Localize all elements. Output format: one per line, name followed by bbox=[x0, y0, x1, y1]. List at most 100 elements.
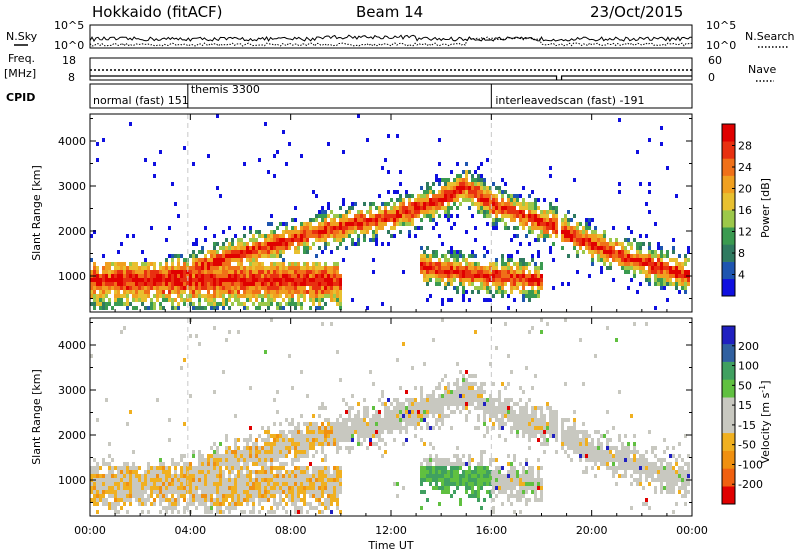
heatmap-cell bbox=[213, 266, 216, 270]
heatmap-cell bbox=[174, 498, 177, 502]
heatmap-cell bbox=[543, 218, 546, 222]
heatmap-cell bbox=[246, 258, 249, 262]
heatmap-cell bbox=[330, 210, 333, 214]
heatmap-cell bbox=[420, 266, 423, 270]
heatmap-cell bbox=[189, 474, 192, 478]
heatmap-cell bbox=[402, 406, 405, 410]
heatmap-cell bbox=[279, 294, 282, 298]
heatmap-cell bbox=[459, 466, 462, 470]
heatmap-cell bbox=[429, 270, 432, 274]
heatmap-cell bbox=[93, 466, 96, 470]
heatmap-cell bbox=[333, 486, 336, 490]
heatmap-cell bbox=[546, 230, 549, 234]
heatmap-cell bbox=[438, 410, 441, 414]
nsearch-label: N.Search bbox=[745, 30, 795, 43]
heatmap-cell bbox=[324, 482, 327, 486]
heatmap-cell bbox=[177, 478, 180, 482]
heatmap-cell bbox=[450, 478, 453, 482]
heatmap-cell bbox=[591, 454, 594, 458]
heatmap-cell bbox=[93, 458, 96, 462]
heatmap-cell bbox=[273, 474, 276, 478]
heatmap-cell bbox=[342, 258, 345, 262]
heatmap-cell bbox=[426, 466, 429, 470]
heatmap-cell bbox=[420, 418, 423, 422]
nave-label: Nave bbox=[748, 63, 776, 76]
heatmap-cell bbox=[615, 446, 618, 450]
heatmap-cell bbox=[237, 238, 240, 242]
heatmap-cell bbox=[120, 294, 123, 298]
heatmap-cell bbox=[492, 270, 495, 274]
heatmap-cell bbox=[603, 262, 606, 266]
heatmap-cell bbox=[294, 458, 297, 462]
heatmap-cell bbox=[372, 430, 375, 434]
heatmap-cell bbox=[471, 194, 474, 198]
heatmap-cell bbox=[492, 414, 495, 418]
heatmap-cell bbox=[135, 494, 138, 498]
heatmap-cell bbox=[177, 254, 180, 258]
heatmap-cell bbox=[207, 262, 210, 266]
heatmap-cell bbox=[303, 466, 306, 470]
heatmap-cell bbox=[270, 454, 273, 458]
heatmap-cell bbox=[483, 478, 486, 482]
heatmap-cell bbox=[450, 390, 453, 394]
heatmap-cell bbox=[237, 278, 240, 282]
heatmap-cell bbox=[321, 474, 324, 478]
heatmap-cell bbox=[129, 478, 132, 482]
heatmap-cell bbox=[267, 302, 270, 306]
heatmap-cell bbox=[582, 238, 585, 242]
heatmap-cell bbox=[192, 306, 195, 310]
y-tick-label: 4000 bbox=[58, 135, 86, 148]
heatmap-cell bbox=[120, 478, 123, 482]
heatmap-cell bbox=[255, 482, 258, 486]
heatmap-cell bbox=[141, 510, 144, 514]
heatmap-cell bbox=[660, 286, 663, 290]
heatmap-cell bbox=[624, 254, 627, 258]
heatmap-cell bbox=[528, 418, 531, 422]
heatmap-cell bbox=[483, 266, 486, 270]
heatmap-cell bbox=[108, 270, 111, 274]
heatmap-cell bbox=[513, 226, 516, 230]
heatmap-cell bbox=[573, 434, 576, 438]
heatmap-cell bbox=[480, 450, 483, 454]
heatmap-cell bbox=[105, 502, 108, 506]
heatmap-cell bbox=[504, 262, 507, 266]
heatmap-cell bbox=[252, 270, 255, 274]
heatmap-cell bbox=[480, 282, 483, 286]
heatmap-cell bbox=[453, 258, 456, 262]
heatmap-cell bbox=[258, 474, 261, 478]
heatmap-cell bbox=[645, 322, 648, 326]
heatmap-cell bbox=[462, 254, 465, 258]
heatmap-cell bbox=[207, 290, 210, 294]
heatmap-cell bbox=[174, 278, 177, 282]
heatmap-cell bbox=[645, 258, 648, 262]
heatmap-cell bbox=[249, 282, 252, 286]
heatmap-cell bbox=[447, 482, 450, 486]
heatmap-cell bbox=[630, 278, 633, 282]
heatmap-cell bbox=[423, 278, 426, 282]
heatmap-cell bbox=[318, 502, 321, 506]
heatmap-cell bbox=[582, 230, 585, 234]
heatmap-cell bbox=[144, 490, 147, 494]
heatmap-cell bbox=[105, 282, 108, 286]
heatmap-cell bbox=[567, 446, 570, 450]
heatmap-cell bbox=[543, 198, 546, 202]
heatmap-cell bbox=[315, 226, 318, 230]
heatmap-cell bbox=[324, 230, 327, 234]
heatmap-cell bbox=[123, 490, 126, 494]
heatmap-cell bbox=[168, 482, 171, 486]
heatmap-cell bbox=[648, 274, 651, 278]
heatmap-cell bbox=[438, 418, 441, 422]
heatmap-cell bbox=[243, 242, 246, 246]
heatmap-cell bbox=[174, 266, 177, 270]
heatmap-cell bbox=[591, 242, 594, 246]
heatmap-cell bbox=[252, 246, 255, 250]
heatmap-cell bbox=[342, 238, 345, 242]
heatmap-cell bbox=[288, 482, 291, 486]
heatmap-cell bbox=[306, 282, 309, 286]
heatmap-cell bbox=[513, 262, 516, 266]
heatmap-cell bbox=[624, 434, 627, 438]
heatmap-cell bbox=[246, 250, 249, 254]
heatmap-cell bbox=[105, 262, 108, 266]
heatmap-cell bbox=[387, 242, 390, 246]
heatmap-cell bbox=[468, 298, 471, 302]
